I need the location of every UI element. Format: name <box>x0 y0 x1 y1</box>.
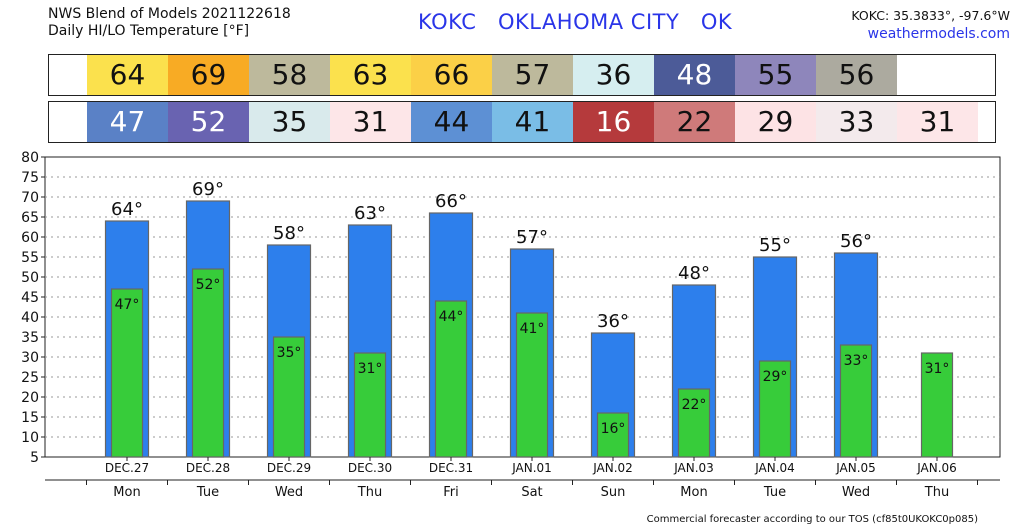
lo-bar <box>434 300 468 458</box>
y-tick-label: 20 <box>21 390 39 406</box>
hi-temperature-strip: 64 69 58 63 66 57 36 48 55 56 <box>48 54 996 96</box>
x-tick-label: DEC.28 <box>186 461 230 475</box>
y-tick-label: 30 <box>21 350 39 366</box>
lo-bar <box>515 312 549 458</box>
lo-bar-label: 33° <box>844 353 869 369</box>
footer-note: Commercial forecaster according to our T… <box>646 514 978 525</box>
y-tick-label: 10 <box>21 430 39 446</box>
lo-bar-label: 44° <box>439 309 464 325</box>
y-tick-label: 15 <box>21 410 39 426</box>
lo-temperature-strip: 47 52 35 31 44 41 16 22 29 33 31 <box>48 101 996 143</box>
y-tick-label: 70 <box>21 190 39 206</box>
y-tick-label: 40 <box>21 310 39 326</box>
hi-temp-cell: 63 <box>330 55 411 95</box>
lo-bar <box>839 344 873 458</box>
day-label: Mon <box>113 485 140 500</box>
lo-bar-label: 31° <box>925 361 950 377</box>
day-label: Sat <box>521 485 542 500</box>
hi-bar-label: 69° <box>192 179 224 200</box>
hi-temp-cell: 58 <box>249 55 330 95</box>
hi-bar-label: 57° <box>516 227 548 248</box>
y-tick-label: 5 <box>30 450 39 466</box>
lo-bar <box>191 268 225 458</box>
lo-bar <box>110 288 144 458</box>
hi-temp-cell: 64 <box>87 55 168 95</box>
y-tick-label: 50 <box>21 270 39 286</box>
y-tick-label: 35 <box>21 330 39 346</box>
day-label: Wed <box>275 485 303 500</box>
hi-bar-label: 55° <box>759 235 791 256</box>
x-tick-label: JAN.05 <box>835 461 876 475</box>
hi-temp-cell: 48 <box>654 55 735 95</box>
day-label: Fri <box>443 485 459 500</box>
hi-temp-cell: 57 <box>492 55 573 95</box>
lo-temp-cell: 33 <box>816 102 897 142</box>
x-tick-label: DEC.29 <box>267 461 311 475</box>
x-tick-label: DEC.31 <box>429 461 473 475</box>
y-tick-label: 60 <box>21 230 39 246</box>
hi-bar-label: 66° <box>435 191 467 212</box>
x-tick-label: JAN.04 <box>754 461 795 475</box>
x-tick-label: JAN.02 <box>592 461 633 475</box>
lo-bar <box>677 388 711 458</box>
chart-subtitle: Daily HI/LO Temperature [°F] <box>48 23 250 39</box>
y-tick-label: 65 <box>21 210 39 226</box>
hi-temp-cell: 55 <box>735 55 816 95</box>
hi-bar-label: 56° <box>840 231 872 252</box>
day-label: Thu <box>924 485 949 500</box>
chart-header: NWS Blend of Models 2021122618 Daily HI/… <box>48 6 291 40</box>
y-tick-label: 55 <box>21 250 39 266</box>
lo-temp-cell: 52 <box>168 102 249 142</box>
y-tick-label: 75 <box>21 170 39 186</box>
station-coordinates: KOKC: 35.3833°, -97.6°W <box>851 8 1010 23</box>
lo-bar-label: 35° <box>277 345 302 361</box>
day-label: Sun <box>601 485 626 500</box>
hi-temp-cell: 66 <box>411 55 492 95</box>
y-tick-label: 45 <box>21 290 39 306</box>
lo-temp-cell: 41 <box>492 102 573 142</box>
lo-temp-cell: 29 <box>735 102 816 142</box>
lo-bar-label: 47° <box>115 297 140 313</box>
model-run-title: NWS Blend of Models 2021122618 <box>48 6 291 22</box>
lo-temp-cell: 16 <box>573 102 654 142</box>
day-label: Thu <box>357 485 382 500</box>
x-tick-label: DEC.27 <box>105 461 149 475</box>
x-tick-label: DEC.30 <box>348 461 392 475</box>
x-tick-label: JAN.01 <box>511 461 552 475</box>
lo-bar-label: 22° <box>682 397 707 413</box>
lo-temp-cell: 22 <box>654 102 735 142</box>
lo-temp-cell: 47 <box>87 102 168 142</box>
lo-bar <box>920 352 954 458</box>
day-label: Tue <box>763 485 786 500</box>
lo-temp-cell: 31 <box>897 102 978 142</box>
station-title: KOKC OKLAHOMA CITY OK <box>418 10 733 34</box>
day-label: Tue <box>196 485 219 500</box>
hi-temp-cell: 36 <box>573 55 654 95</box>
website-link[interactable]: weathermodels.com <box>867 26 1010 42</box>
lo-bar-label: 31° <box>358 361 383 377</box>
y-tick-label: 25 <box>21 370 39 386</box>
hi-bar-label: 58° <box>273 223 305 244</box>
day-label: Wed <box>842 485 870 500</box>
x-tick-label: JAN.06 <box>916 461 957 475</box>
lo-bar-label: 41° <box>520 321 545 337</box>
day-label: Mon <box>680 485 707 500</box>
hi-temp-cell: 56 <box>816 55 897 95</box>
hi-bar-label: 63° <box>354 203 386 224</box>
lo-bar-label: 29° <box>763 369 788 385</box>
hi-bar-label: 64° <box>111 199 143 220</box>
lo-temp-cell: 31 <box>330 102 411 142</box>
y-tick-label: 80 <box>21 150 39 166</box>
hi-bar-label: 36° <box>597 311 629 332</box>
hi-temp-cell: 69 <box>168 55 249 95</box>
lo-temp-cell: 44 <box>411 102 492 142</box>
x-tick-label: JAN.03 <box>673 461 714 475</box>
hi-bar-label: 48° <box>678 263 710 284</box>
lo-bar-label: 16° <box>601 421 626 437</box>
station-info: KOKC: 35.3833°, -97.6°W weathermodels.co… <box>851 6 1010 44</box>
lo-temp-cell: 35 <box>249 102 330 142</box>
lo-bar-label: 52° <box>196 277 221 293</box>
